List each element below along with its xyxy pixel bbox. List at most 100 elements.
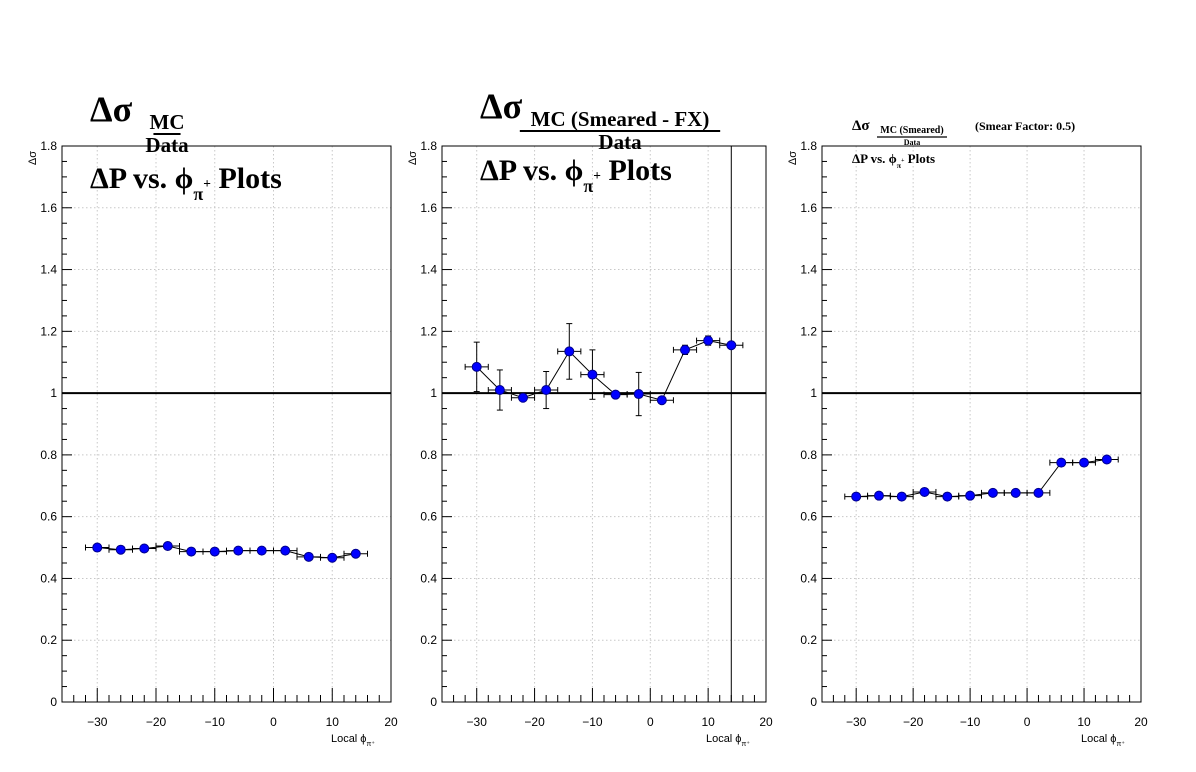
data-point: [115, 544, 126, 555]
y-tick-label: 1.2: [420, 324, 437, 338]
x-axis-label-sub: π⁺: [366, 741, 375, 748]
x-tick-label: 0: [270, 715, 277, 729]
x-tick-label: 0: [647, 715, 654, 729]
y-tick-label: 0.2: [40, 633, 57, 647]
x-tick-label: −20: [903, 715, 924, 729]
data-point: [518, 392, 528, 403]
y-tick-label: 0: [430, 695, 437, 709]
data-point: [1010, 487, 1021, 498]
title-numerator: MC (Smeared - FX): [531, 107, 710, 131]
x-tick-label: −20: [524, 715, 545, 729]
subtitle-text: Plots: [904, 151, 935, 166]
x-tick-label: −20: [146, 715, 167, 729]
x-tick-label: −30: [87, 715, 108, 729]
subtitle: ΔP vs. ϕπ+ Plots: [480, 154, 672, 196]
subtitle-text: ΔP vs. ϕ: [90, 162, 193, 195]
y-tick-label: 0.4: [40, 571, 57, 585]
x-axis-label: Local ϕπ⁺: [331, 733, 375, 748]
plot-frame: [61, 145, 392, 703]
title-denominator: Data: [904, 138, 920, 147]
chart-panel-3: −30 −20 −10 0 10 20 0 0.2 0.4 0.6 0.8 1 1.2 1.4 1.6 1.8…: [787, 118, 1148, 748]
data-point: [280, 545, 291, 556]
subtitle-text: ΔP vs. ϕ: [480, 154, 583, 187]
data-point: [633, 389, 644, 400]
data-point: [564, 346, 575, 357]
data-point: [494, 385, 505, 396]
y-tick-label: 1.8: [800, 139, 817, 153]
title-delta-sigma: Δσ: [480, 86, 523, 126]
y-tick-label: 0: [810, 695, 817, 709]
y-tick-label: 0.6: [420, 510, 437, 524]
title-denominator: Data: [145, 133, 189, 157]
data-point: [1056, 457, 1067, 468]
title-delta-sigma: Δσ: [90, 89, 133, 129]
x-axis-label-sub: π⁺: [741, 741, 750, 748]
x-tick-label: −30: [846, 715, 867, 729]
y-tick-label: 0.2: [800, 633, 817, 647]
data-point: [587, 369, 598, 380]
y-tick-label: 0: [50, 695, 57, 709]
x-tick-label: 10: [1077, 715, 1091, 729]
data-point: [919, 486, 930, 497]
y-tick-label: 1.8: [420, 139, 437, 153]
x-tick-label: 10: [701, 715, 715, 729]
data-point: [162, 541, 173, 552]
data-point: [610, 389, 621, 400]
data-point: [896, 491, 907, 502]
subtitle: ΔP vs. ϕπ+ Plots: [90, 162, 282, 204]
data-point: [965, 490, 976, 501]
data-point: [680, 344, 690, 355]
y-tick-label: 0.8: [40, 448, 57, 462]
data-point: [726, 340, 737, 351]
x-axis-label: Local ϕπ⁺: [1081, 733, 1125, 748]
data-point: [350, 548, 361, 559]
y-tick-label: 1.2: [40, 324, 57, 338]
data-point: [209, 546, 220, 557]
title-numerator: MC: [150, 110, 185, 134]
y-tick-label: 1: [50, 386, 57, 400]
y-tick-label: 1.6: [800, 201, 817, 215]
x-tick-label: −10: [582, 715, 603, 729]
x-axis-label-sub: π⁺: [1116, 741, 1125, 748]
data-point: [471, 361, 482, 372]
subtitle-sub: π: [583, 176, 593, 196]
data-point: [139, 543, 150, 554]
subtitle: ΔP vs. ϕπ+ Plots: [852, 151, 935, 170]
data-point: [541, 385, 552, 396]
y-tick-label: 1.8: [40, 139, 57, 153]
y-tick-label: 0.4: [420, 571, 437, 585]
y-tick-label: 1.6: [40, 201, 57, 215]
data-point: [703, 335, 714, 346]
x-tick-label: 10: [326, 715, 340, 729]
y-tick-label: 1.2: [800, 324, 817, 338]
data-point: [1079, 457, 1090, 468]
data-point: [656, 395, 667, 406]
y-tick-label: 1.4: [800, 263, 817, 277]
data-point: [1033, 487, 1044, 498]
x-tick-label: −30: [467, 715, 488, 729]
y-tick-label: 0.2: [420, 633, 437, 647]
plot-frame: [821, 145, 1142, 703]
y-tick-label: 1.4: [420, 263, 437, 277]
smear-factor-note: (Smear Factor: 0.5): [975, 119, 1075, 133]
subtitle-sub: π: [193, 184, 203, 204]
x-tick-label: 20: [1134, 715, 1148, 729]
data-point: [851, 491, 862, 502]
y-tick-label: 1.4: [40, 263, 57, 277]
subtitle-sup: +: [203, 176, 211, 191]
title-denominator: Data: [598, 130, 642, 154]
subtitle-text: Plots: [601, 154, 672, 187]
data-point: [303, 551, 314, 562]
title-delta-sigma: Δσ: [852, 118, 870, 134]
y-tick-label: 0.8: [800, 448, 817, 462]
subtitle-text: ΔP vs. ϕ: [852, 151, 897, 166]
data-point: [987, 487, 998, 498]
data-point: [942, 491, 953, 502]
subtitle-sup: +: [901, 158, 905, 164]
data-point: [186, 546, 197, 557]
title-numerator: MC (Smeared): [880, 125, 943, 136]
x-tick-label: −10: [205, 715, 226, 729]
data-point: [233, 545, 244, 556]
subtitle-text: Plots: [211, 162, 282, 195]
